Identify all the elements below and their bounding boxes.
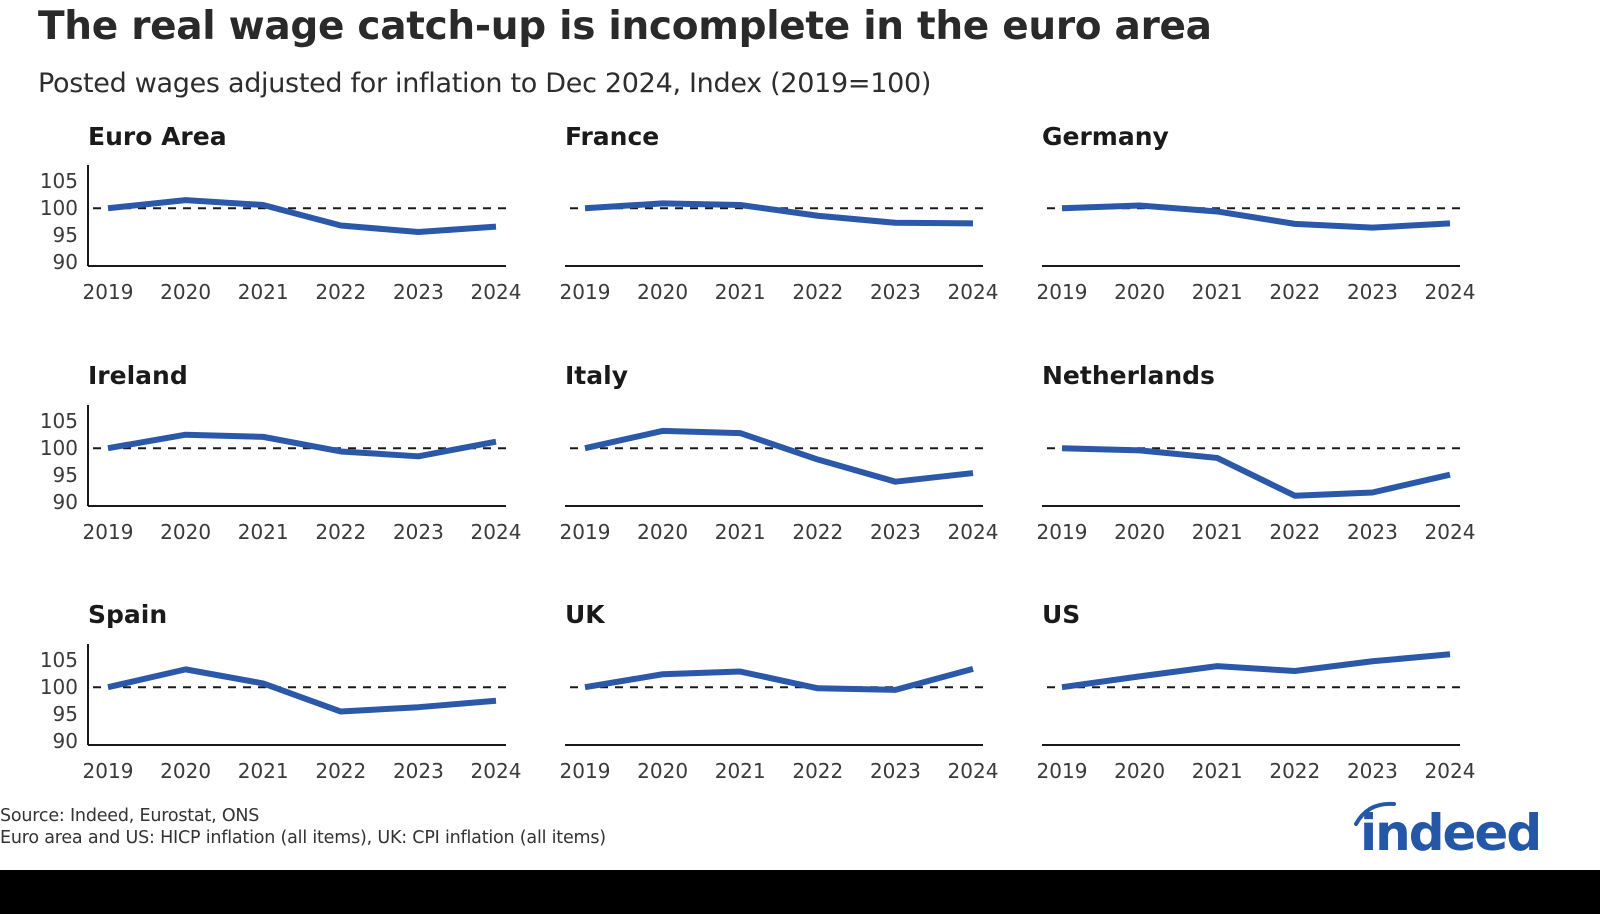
x-tick-label: 2019 <box>560 759 611 783</box>
chart-title: The real wage catch-up is incomplete in … <box>38 4 1212 49</box>
x-tick-label: 2024 <box>1425 520 1476 544</box>
x-tick-label: 2022 <box>1269 759 1320 783</box>
y-tick-label: 90 <box>53 250 78 274</box>
series-line-us <box>1061 651 1451 691</box>
panel-title: Netherlands <box>1042 361 1215 390</box>
x-tick-label: 2023 <box>870 520 921 544</box>
series-line-italy <box>584 427 974 485</box>
x-tick-label: 2019 <box>560 520 611 544</box>
x-tick-label: 2023 <box>870 759 921 783</box>
x-tick-label: 2021 <box>715 520 766 544</box>
x-tick-label: 2023 <box>1347 759 1398 783</box>
x-tick-label: 2020 <box>637 520 688 544</box>
x-tick-label: 2024 <box>471 520 522 544</box>
panel-title: Italy <box>565 361 628 390</box>
panel-title: Ireland <box>88 361 188 390</box>
series-line-euro-area <box>107 197 497 235</box>
y-tick-label: 100 <box>40 675 78 699</box>
x-tick-label: 2019 <box>83 520 134 544</box>
bottom-black-bar <box>0 870 1600 914</box>
x-tick-label: 2024 <box>1425 280 1476 304</box>
y-tick-label: 100 <box>40 196 78 220</box>
y-tick-label: 95 <box>53 463 78 487</box>
panel-title: Spain <box>88 600 167 629</box>
x-tick-label: 2020 <box>1114 280 1165 304</box>
y-tick-label: 90 <box>53 490 78 514</box>
x-tick-label: 2020 <box>160 759 211 783</box>
x-tick-label: 2021 <box>1192 520 1243 544</box>
x-tick-label: 2020 <box>1114 520 1165 544</box>
y-tick-label: 95 <box>53 702 78 726</box>
x-tick-label: 2022 <box>1269 520 1320 544</box>
panel-title: UK <box>565 600 606 629</box>
x-tick-label: 2021 <box>238 759 289 783</box>
x-tick-label: 2021 <box>715 759 766 783</box>
logo-wordmark: indeed <box>1360 804 1540 858</box>
x-tick-label: 2022 <box>315 520 366 544</box>
x-tick-label: 2024 <box>471 759 522 783</box>
x-tick-label: 2023 <box>1347 280 1398 304</box>
panel-title: US <box>1042 600 1080 629</box>
x-tick-label: 2022 <box>792 280 843 304</box>
y-tick-label: 90 <box>53 729 78 753</box>
x-tick-label: 2023 <box>393 520 444 544</box>
x-tick-label: 2021 <box>715 280 766 304</box>
series-line-netherlands <box>1061 445 1451 499</box>
x-tick-label: 2022 <box>792 520 843 544</box>
x-tick-label: 2021 <box>238 280 289 304</box>
source-note: Source: Indeed, Eurostat, ONS <box>0 806 260 826</box>
x-tick-label: 2021 <box>1192 280 1243 304</box>
series-line-spain <box>107 666 497 715</box>
x-tick-label: 2021 <box>238 520 289 544</box>
x-tick-label: 2020 <box>1114 759 1165 783</box>
x-tick-label: 2023 <box>870 280 921 304</box>
panel-title: Euro Area <box>88 122 227 151</box>
series-line-france <box>584 200 974 227</box>
panel-title: France <box>565 122 659 151</box>
x-tick-label: 2020 <box>160 280 211 304</box>
x-tick-label: 2023 <box>393 280 444 304</box>
x-tick-label: 2022 <box>792 759 843 783</box>
x-tick-label: 2019 <box>83 759 134 783</box>
y-tick-label: 105 <box>40 648 78 672</box>
x-tick-label: 2020 <box>160 520 211 544</box>
x-tick-label: 2024 <box>948 759 999 783</box>
panel-title: Germany <box>1042 122 1169 151</box>
inflation-note: Euro area and US: HICP inflation (all it… <box>0 828 606 848</box>
x-tick-label: 2022 <box>1269 280 1320 304</box>
x-tick-label: 2019 <box>83 280 134 304</box>
x-tick-label: 2024 <box>948 520 999 544</box>
logo-arc-icon <box>1354 801 1396 826</box>
x-tick-label: 2019 <box>1037 759 1088 783</box>
x-tick-label: 2019 <box>560 280 611 304</box>
series-line-ireland <box>107 431 497 460</box>
x-tick-label: 2022 <box>315 280 366 304</box>
indeed-logo: indeed <box>1354 801 1542 858</box>
x-tick-label: 2019 <box>1037 280 1088 304</box>
x-tick-label: 2023 <box>1347 520 1398 544</box>
y-tick-label: 105 <box>40 169 78 193</box>
x-tick-label: 2021 <box>1192 759 1243 783</box>
x-tick-label: 2022 <box>315 759 366 783</box>
x-tick-label: 2020 <box>637 759 688 783</box>
y-tick-label: 100 <box>40 436 78 460</box>
y-tick-label: 105 <box>40 409 78 433</box>
chart-subtitle: Posted wages adjusted for inflation to D… <box>38 68 932 99</box>
x-tick-label: 2024 <box>948 280 999 304</box>
x-tick-label: 2019 <box>1037 520 1088 544</box>
x-tick-label: 2024 <box>471 280 522 304</box>
x-tick-label: 2020 <box>637 280 688 304</box>
series-line-uk <box>584 665 974 693</box>
series-line-germany <box>1061 202 1451 231</box>
x-tick-label: 2023 <box>393 759 444 783</box>
x-tick-label: 2024 <box>1425 759 1476 783</box>
y-tick-label: 95 <box>53 223 78 247</box>
